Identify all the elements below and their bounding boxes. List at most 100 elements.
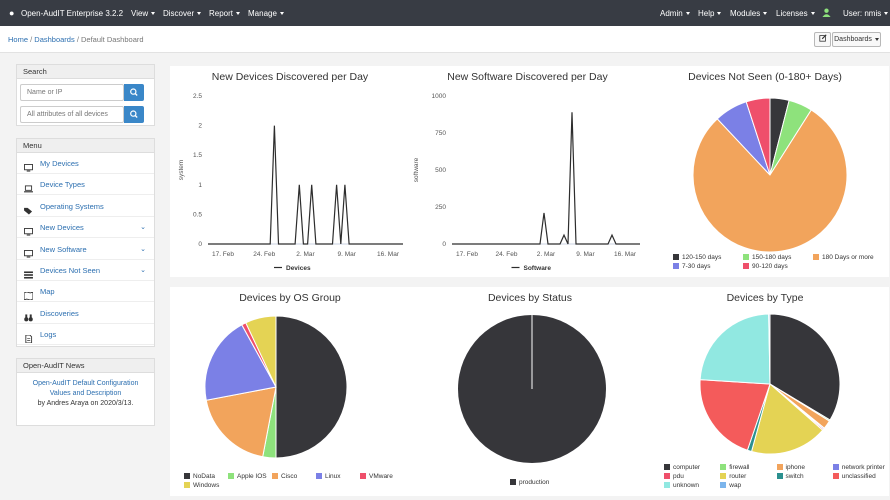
- x-tick-label: 9. Mar: [338, 251, 357, 258]
- menu-item-label: Devices Not Seen: [40, 266, 101, 275]
- breadcrumb-dashboards-link[interactable]: Dashboards: [34, 35, 75, 44]
- menu-item-label: Discoveries: [40, 308, 79, 318]
- menu-item-operating-systems[interactable]: Operating Systems: [17, 197, 154, 217]
- legend-item[interactable]: 90-120 days: [743, 262, 813, 271]
- nav-user-menu[interactable]: User: nmis: [843, 0, 889, 26]
- breadcrumb: Home / Dashboards / Default Dashboard: [8, 35, 144, 44]
- legend-item[interactable]: iphone: [776, 463, 833, 472]
- menu-item-label: My Devices: [40, 159, 79, 168]
- pie-legend: computer firewall iphone network printer pdu…: [664, 463, 889, 490]
- tags-icon: [24, 203, 33, 215]
- legend-label: iphone: [785, 464, 806, 471]
- attribute-search-input[interactable]: All attributes of all devices: [20, 106, 124, 123]
- y-tick-label: 0: [442, 241, 446, 248]
- legend-item[interactable]: NoData: [184, 472, 228, 481]
- legend-swatch-icon: [272, 472, 278, 479]
- caret-down-icon: [151, 12, 156, 16]
- x-tick-label: 24. Feb: [495, 251, 517, 258]
- user-icon: [822, 0, 831, 26]
- x-tick-label: 2. Mar: [296, 251, 315, 258]
- legend-item[interactable]: wap: [720, 481, 776, 490]
- brand-title[interactable]: Open-AudIT Enterprise 3.2.2: [21, 9, 124, 18]
- legend-swatch-icon: [664, 472, 670, 479]
- news-link[interactable]: Open-AudIT Default Configuration Values …: [32, 380, 139, 397]
- legend-item[interactable]: 150-180 days: [743, 253, 813, 262]
- legend-label: Apple IOS: [237, 473, 267, 480]
- legend-item[interactable]: network printer: [832, 463, 889, 472]
- legend-label: pdu: [673, 473, 684, 480]
- legend-item[interactable]: Cisco: [272, 472, 316, 481]
- news-byline: by Andres Araya on 2020/3/13.: [37, 400, 134, 407]
- legend-item[interactable]: Windows: [184, 481, 228, 490]
- y-tick-label: 500: [435, 167, 446, 174]
- chevron-down-icon[interactable]: ⌄: [140, 224, 146, 232]
- nav-menu-licenses[interactable]: Licenses: [776, 0, 815, 26]
- menu-item-new-software[interactable]: New Software ⌄: [17, 240, 154, 260]
- nav-menu-help[interactable]: Help: [698, 0, 722, 26]
- search-icon: [130, 88, 138, 96]
- chevron-down-icon[interactable]: ⌄: [140, 245, 146, 253]
- legend-label: VMware: [369, 473, 393, 480]
- legend-swatch-icon: [184, 472, 190, 479]
- legend-label: Cisco: [281, 473, 298, 480]
- news-panel-title: Open-AudIT News: [17, 359, 154, 373]
- menu-item-device-types[interactable]: Device Types: [17, 175, 154, 196]
- legend-item[interactable]: unclassified: [832, 472, 889, 481]
- legend-item[interactable]: VMware: [360, 472, 404, 481]
- menu-item-logs[interactable]: Logs: [17, 325, 154, 346]
- legend-item[interactable]: production: [510, 478, 590, 487]
- legend-swatch-icon: [510, 478, 516, 485]
- legend-item[interactable]: 7-30 days: [673, 262, 743, 271]
- nav-menu-report[interactable]: Report: [209, 0, 241, 26]
- menu-item-label: New Software: [40, 244, 87, 254]
- x-tick-label: 17. Feb: [456, 251, 478, 258]
- caret-down-icon: [874, 37, 879, 41]
- nav-menu-discover[interactable]: Discover: [163, 0, 202, 26]
- x-tick-label: 2. Mar: [537, 251, 556, 258]
- legend-item[interactable]: switch: [776, 472, 833, 481]
- legend-item[interactable]: Linux: [316, 472, 360, 481]
- breadcrumb-home-link[interactable]: Home: [8, 35, 29, 44]
- menu-panel-title: Menu: [17, 139, 154, 153]
- legend-item[interactable]: 180 Days or more: [813, 253, 883, 262]
- legend-label[interactable]: Software: [524, 265, 552, 272]
- legend-item[interactable]: 120-150 days: [673, 253, 743, 262]
- nav-menu-admin[interactable]: Admin: [660, 0, 690, 26]
- legend-swatch-icon: [228, 472, 234, 479]
- logo-icon[interactable]: ●: [9, 8, 15, 18]
- legend-item[interactable]: router: [720, 472, 776, 481]
- edit-dashboard-button[interactable]: [814, 32, 831, 47]
- series-line[interactable]: [452, 112, 640, 245]
- name-search-button[interactable]: [124, 84, 144, 101]
- caret-down-icon: [810, 12, 815, 16]
- legend-item[interactable]: pdu: [664, 472, 720, 481]
- attribute-search-button[interactable]: [124, 106, 144, 123]
- menu-item-my-devices[interactable]: My Devices: [17, 154, 154, 174]
- series-line[interactable]: [208, 125, 403, 245]
- legend-label: 7-30 days: [682, 263, 711, 270]
- file-icon: [24, 331, 33, 344]
- nav-menu-manage[interactable]: Manage: [248, 0, 284, 26]
- menu-item-discoveries[interactable]: Discoveries: [17, 304, 154, 324]
- legend-swatch-icon: [673, 262, 679, 269]
- nav-menu-view[interactable]: View: [131, 0, 156, 26]
- legend-label[interactable]: Devices: [286, 265, 311, 272]
- legend-label: wap: [729, 482, 742, 489]
- legend-item[interactable]: Apple IOS: [228, 472, 272, 481]
- nav-menu-modules[interactable]: Modules: [730, 0, 768, 26]
- legend-swatch-icon: [813, 253, 819, 260]
- menu-item-devices-not-seen[interactable]: Devices Not Seen ⌄: [17, 261, 154, 281]
- menu-item-map[interactable]: Map: [17, 282, 154, 303]
- menu-item-label: New Devices: [40, 223, 84, 233]
- legend-item[interactable]: unknown: [664, 481, 720, 490]
- legend-item[interactable]: firewall: [720, 463, 776, 472]
- menu-item-new-devices[interactable]: New Devices ⌄: [17, 218, 154, 239]
- legend-item[interactable]: computer: [664, 463, 720, 472]
- y-tick-label: 0: [198, 241, 202, 248]
- name-ip-search-input[interactable]: Name or IP: [20, 84, 124, 101]
- chevron-down-icon[interactable]: ⌄: [140, 267, 146, 274]
- chart-title: Devices by Type: [726, 292, 804, 304]
- dashboards-dropdown-button[interactable]: Dashboards: [832, 32, 881, 47]
- legend-label: 90-120 days: [752, 263, 788, 270]
- chart-title: Devices by Status: [487, 292, 573, 304]
